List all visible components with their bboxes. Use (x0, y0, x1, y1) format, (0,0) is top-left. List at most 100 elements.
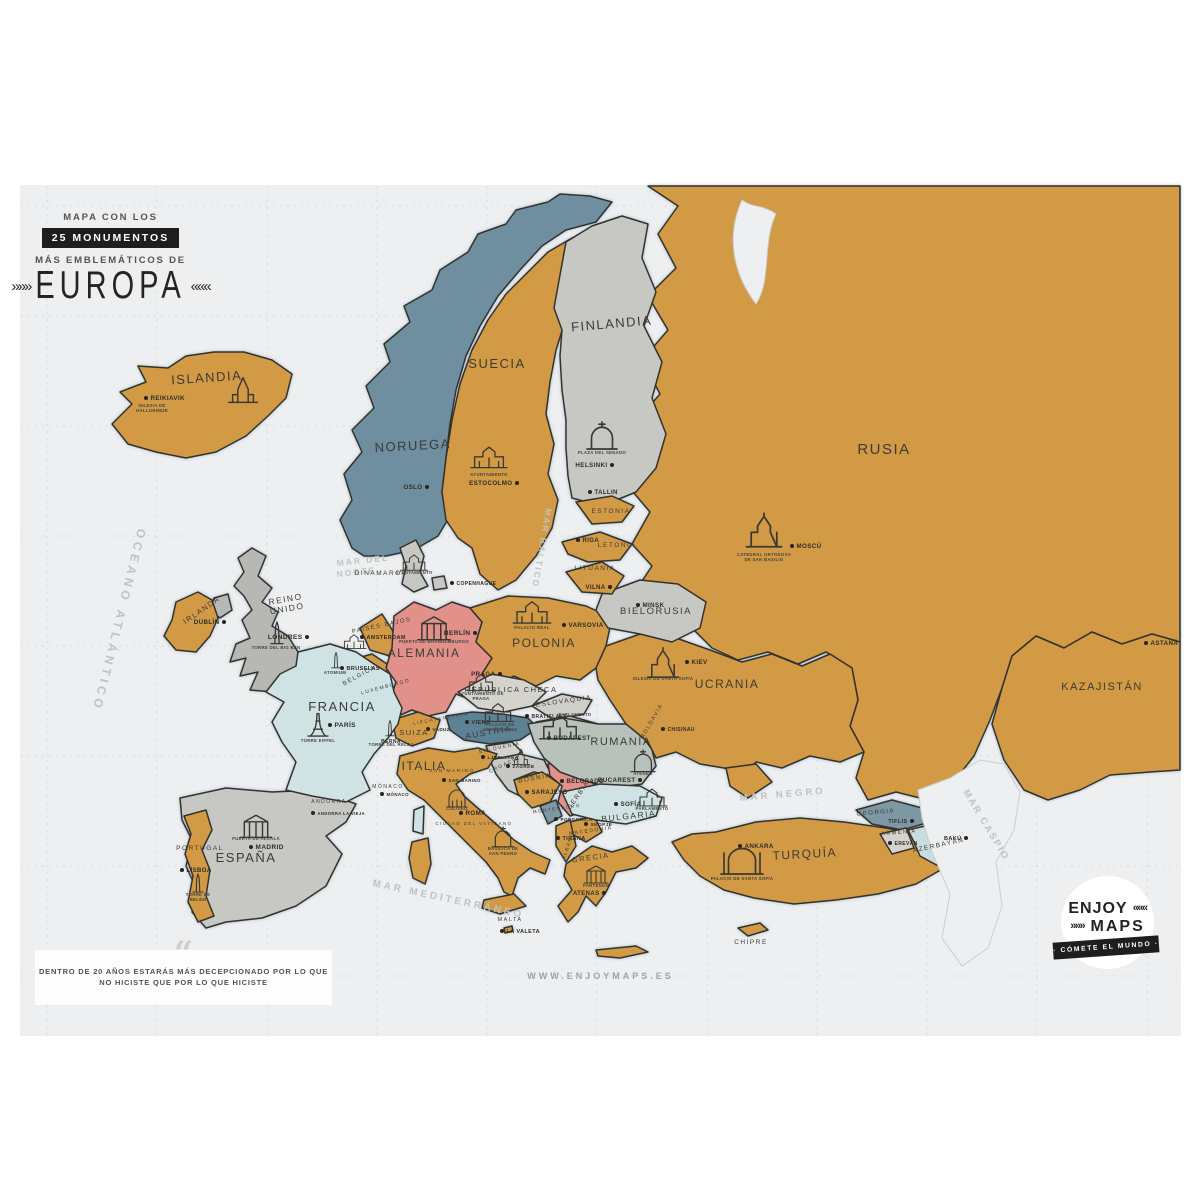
monument-caption-santa-sofia-kiev: IGLESIA DE SANTA SOFÍA (633, 676, 694, 681)
city-dot-bruselas (340, 666, 344, 670)
city-labels: REIKIAVIK OSLO ESTOCOLMO HELSINKI MOSCÚ TALLI… (144, 395, 1178, 935)
city-dot-tiflis (910, 819, 914, 823)
city-label-madrid: MADRID (256, 844, 284, 851)
monument-icon-parlamento-budapest (539, 715, 581, 740)
monument-caption-palacio-real: PALACIO REAL (514, 625, 550, 630)
city-label-tallin: TALLIN (595, 490, 618, 496)
city-label-la-valeta: LA VALETA (507, 929, 540, 935)
city-dot-viena (465, 720, 469, 724)
monument-icon-palacio-real (512, 601, 552, 624)
country-label-republica-checa: REPÚBLICA CHECA (465, 685, 558, 694)
city-label-copenhague: COPENHAGUE (457, 581, 497, 587)
country-label-islandia: ISLANDIA (171, 368, 243, 388)
sea-label-atlantico: OCEANO ATLÁNTICO (90, 527, 150, 713)
city-label-zagreb: ZAGREB (513, 764, 535, 769)
city-label-estocolmo: ESTOCOLMO (469, 480, 512, 487)
country-shape-creta (595, 945, 649, 959)
country-shape-ucrania (595, 633, 865, 775)
logo-arrows-left-icon: »»» (1070, 920, 1085, 932)
monument-caption-puerta-de-alcala: PUERTA DE ALCALÁ (232, 836, 280, 841)
city-label-vilna: VILNA (586, 585, 606, 591)
city-label-helsinki: HELSINKI (575, 462, 607, 469)
monument-caption-partenon: PARTENÓN (583, 883, 609, 888)
monument-caption-ayuntamiento-copenhague: AYUNTAMIENTO (395, 570, 433, 575)
country-shape-bulgaria (561, 783, 663, 825)
city-dot-roma (459, 811, 463, 815)
monument-icon-torre-eiffel (307, 712, 329, 737)
monument-caption-atomium: ATOMIUM (324, 670, 346, 675)
monument-icon-schonbrunn (481, 702, 515, 722)
monument-icon-zagreb-mon (511, 748, 531, 765)
monument-caption-hallgrimur: IGLESIA DE HALLGRÍMUR (136, 403, 168, 413)
monument-icon-san-pedro (491, 826, 515, 848)
city-label-andorra-la-vieja: ANDORRA LA VIEJA (318, 811, 366, 816)
country-shape-dinamarca-isla (431, 575, 448, 591)
city-dot-san-marino-city (442, 778, 446, 782)
monument-caption-ayuntamiento-estocolmo: AYUNTAMIENTO (470, 472, 508, 477)
monument-caption-coliseo: COLISEO (446, 806, 468, 811)
monument-caption-schonbrunn: PALACIO DE SCHÖNBRUNN (483, 722, 517, 732)
city-label-reikiavik: REIKIAVIK (151, 395, 186, 402)
monument-icon-puerta-de-alcala (239, 814, 273, 839)
website-url: WWW.ENJOYMAPS.ES (527, 971, 674, 981)
country-shape-finlandia (553, 215, 667, 507)
city-label-podgorica: PODGORICA (561, 817, 593, 822)
city-label-lisboa: LISBOA (187, 868, 212, 874)
city-label-baku: BAKÚ (944, 835, 962, 842)
city-label-tiflis: TIFLIS (888, 819, 907, 825)
quote-line2: NO HICISTE QUE POR LO QUE HICISTE (99, 978, 268, 987)
city-dot-berlin (473, 631, 477, 635)
white-sea (732, 199, 777, 305)
country-label-san-marino: SAN MARINO (429, 768, 474, 774)
city-dot-podgorica (554, 817, 558, 821)
country-label-reino-unido: REINOUNIDO (267, 591, 305, 616)
country-shape-reino-unido (229, 547, 307, 693)
monument-icon-santa-sofia-kiev (646, 647, 680, 678)
country-label-ciudad-del-vaticano: CIUDAD DEL VATICANO (436, 821, 513, 826)
monument-icon-santa-sofia-turquia (720, 847, 764, 875)
country-shape-francia (265, 643, 403, 803)
monument-icon-parlamento-sofia (636, 788, 668, 807)
city-label-bratislava: BRATISLAVA (532, 714, 567, 720)
city-label-erevan: EREVÁN (895, 840, 918, 847)
country-shape-cerdena (408, 837, 432, 885)
country-shape-bielorusia (595, 579, 707, 643)
city-label-viena: VIENA (472, 720, 491, 726)
country-label-finlandia: FINLANDIA (570, 312, 652, 334)
city-dot-chisinau (661, 727, 665, 731)
city-dot-amsterdam (360, 635, 364, 639)
city-dot-sofia (614, 802, 618, 806)
map-title: EUROPA (35, 264, 186, 308)
title-line2: MÁS EMBLEMÁTICOS DE (35, 255, 186, 266)
arrows-right-icon: »»» (11, 278, 32, 295)
caspian-sea (917, 759, 1021, 967)
city-dot-praga (498, 672, 502, 676)
country-label-francia: FRANCIA (308, 699, 376, 714)
country-label-ucrania: UCRANIA (695, 677, 760, 691)
city-label-skopje: SKOPJE (591, 822, 613, 828)
country-label-chipre: CHIPRE (734, 939, 768, 946)
city-dot-paris (328, 723, 332, 727)
city-dot-kiev (685, 660, 689, 664)
city-label-belgrado: BELGRADO (567, 779, 605, 785)
city-dot-monaco-city (380, 792, 384, 796)
country-shape-croacia (489, 753, 553, 799)
city-dot-erevan (888, 841, 892, 845)
monument-caption-parlamento-budapest: PARLAMENTO (559, 712, 592, 717)
country-shape-albania (555, 819, 577, 863)
sea-label-mar-del-norte-2: NORTE (336, 565, 377, 579)
monument-icon-torre-reloj-berna (385, 720, 395, 737)
city-label-ljubljana: LJUBLJANA (488, 755, 519, 760)
city-label-berna: BERNA (381, 739, 401, 745)
monument-caption-san-pedro: BASÍLICA DE SAN PEDRO (488, 846, 519, 856)
city-label-amsterdam: AMSTERDAM (367, 635, 406, 641)
country-label-lituania: LITUANIA (574, 565, 615, 572)
country-label-polonia: POLONIA (512, 636, 576, 650)
map-title-block: MAPA CON LOS 25 MONUMENTOS MÁS EMBLEMÁTI… (11, 212, 211, 307)
quote-box: “ DENTRO DE 20 AÑOS ESTARÁS MÁS DECEPCIO… (35, 934, 332, 1005)
city-label-moscu: MOSCÚ (797, 543, 822, 550)
city-dot-vilna (608, 585, 612, 589)
city-dot-copenhague (450, 581, 454, 585)
monument-caption-torre-eiffel: TORRE EIFFEL (301, 738, 336, 743)
